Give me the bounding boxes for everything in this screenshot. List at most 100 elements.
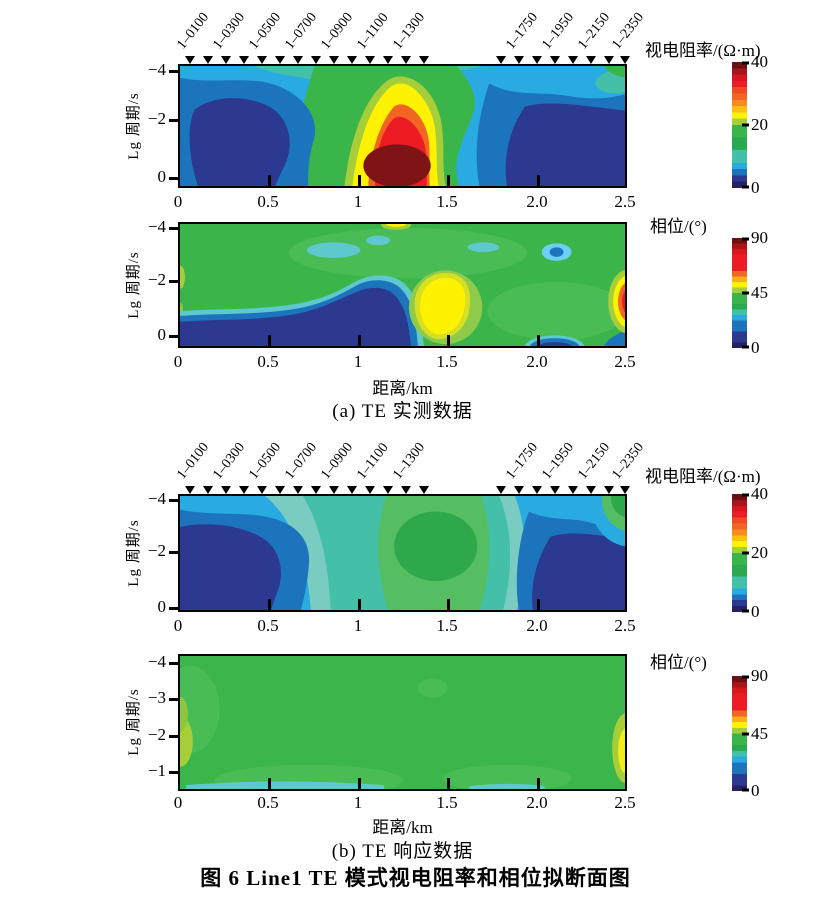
- x-tick-label: 2.0: [526, 793, 548, 812]
- contour-measured-resistivity: [180, 66, 625, 186]
- station-label: 1–1300: [390, 440, 429, 483]
- station-marker-icon: [221, 486, 231, 494]
- station-label: 1–1750: [503, 440, 542, 483]
- y-tick-mark: [169, 177, 180, 180]
- colorbar-tick-label: 0: [751, 338, 760, 357]
- colorbar-tick-mark: [742, 123, 749, 127]
- y-tick-label: 0: [157, 597, 167, 616]
- y-tick-mark: [169, 119, 180, 122]
- x-ticks-b2: 0 0.5 1 1.5 2.0 2.5: [174, 793, 636, 813]
- colorbar-tick-mark: [742, 237, 749, 241]
- station-marker-icon: [221, 56, 231, 64]
- station-row-response: 1–0100 1–0300 1–0500 1–0700 1–0900 1–1100 1–13…: [174, 430, 647, 494]
- station-marker-icon: [365, 56, 375, 64]
- colorbar-phase-a: 90 45 0: [732, 228, 768, 357]
- station-marker-icon: [185, 56, 195, 64]
- station-label: 1–0300: [210, 10, 249, 53]
- x-tick-mark: [268, 175, 271, 186]
- x-tick-label: 1: [353, 192, 363, 211]
- y-tick-mark: [169, 607, 180, 610]
- x-tick-label: 0.5: [257, 793, 279, 812]
- colorbar-tick-label: 40: [751, 484, 768, 503]
- contour-response-resistivity: [180, 496, 625, 610]
- station-label: 1–0500: [246, 440, 285, 483]
- station-marker-icon: [329, 56, 339, 64]
- x-tick-label: 1: [353, 793, 363, 812]
- station-marker-icon: [275, 56, 285, 64]
- y-tick-label: −2: [147, 541, 166, 560]
- colorbar-tick-mark: [742, 493, 749, 497]
- y-tick-mark: [169, 70, 180, 73]
- station-marker-icon: [293, 56, 303, 64]
- y-tick-label: −2: [147, 109, 166, 128]
- colorbar-tick-label: 0: [751, 602, 760, 621]
- station-label: 1–2150: [575, 10, 614, 53]
- station-marker-icon: [257, 56, 267, 64]
- station-label: 1–1100: [354, 440, 392, 483]
- high-phase-right-edge: [622, 290, 625, 313]
- station-label: 1–1100: [354, 10, 392, 53]
- panel-measured-resistivity: −4 −2 0: [148, 60, 627, 188]
- station-marker-icon: [496, 486, 506, 494]
- caption-a: (a) TE 实测数据: [332, 401, 473, 422]
- panel-response-phase: −4 −3 −2 −1: [148, 652, 627, 791]
- station-marker-icon: [203, 56, 213, 64]
- x-tick-label: 2.0: [526, 616, 548, 635]
- low-phase-band: [180, 287, 411, 346]
- colorbar-title-phase-a: 相位/(°): [650, 217, 707, 236]
- station-label: 1–0100: [174, 10, 213, 53]
- colorbar-tick-mark: [742, 788, 749, 792]
- x-tick-label: 0: [173, 793, 183, 812]
- colorbar-tick-mark: [742, 551, 749, 555]
- station-marker-icon: [257, 486, 267, 494]
- x-tick-label: 1.5: [436, 352, 458, 371]
- y-tick-mark: [169, 735, 180, 738]
- x-tick-label: 0.5: [257, 192, 279, 211]
- colorbar-tick-label: 20: [751, 115, 768, 134]
- colorbar-tick-mark: [742, 291, 749, 295]
- colorbar-title-resistivity-a: 视电阻率/(Ω·m): [645, 41, 761, 60]
- station-marker-icon: [311, 486, 321, 494]
- x-tick-mark: [537, 599, 540, 610]
- station-marker-icon: [203, 486, 213, 494]
- station-marker-icon: [568, 56, 578, 64]
- x-tick-label: 2.0: [526, 192, 548, 211]
- caption-b: (b) TE 响应数据: [331, 841, 474, 862]
- y-axis-label: Lg 周期/s: [126, 251, 142, 319]
- x-ticks-b1: 0 0.5 1 1.5 2.0 2.5: [174, 616, 636, 636]
- y-tick-mark: [169, 335, 180, 338]
- low-resistivity-left: [180, 524, 282, 610]
- station-marker-icon: [568, 486, 578, 494]
- station-marker-icon: [620, 56, 630, 64]
- x-tick-label: 0: [173, 192, 183, 211]
- x-tick-mark: [447, 175, 450, 186]
- y-tick-mark: [169, 499, 180, 502]
- colorbar-tick-label: 90: [751, 666, 768, 685]
- station-label: 1–0700: [282, 10, 321, 53]
- y-tick-label: −4: [147, 217, 166, 236]
- low-resistivity-left: [189, 98, 290, 186]
- x-tick-mark: [358, 599, 361, 610]
- station-label: 1–0500: [246, 10, 285, 53]
- station-marker-icon: [496, 56, 506, 64]
- colorbar-resistivity-b: 40 20 0: [732, 484, 768, 621]
- colorbar-tick-mark: [742, 61, 749, 65]
- x-tick-mark: [537, 778, 540, 789]
- x-tick-mark: [447, 778, 450, 789]
- y-tick-mark: [169, 227, 180, 230]
- x-axis-label-a: 距离/km: [372, 379, 433, 398]
- x-tick-mark: [447, 335, 450, 346]
- y-axis-label: Lg 周期/s: [126, 92, 142, 160]
- colorbar-tick-label: 90: [751, 228, 768, 247]
- station-marker-icon: [383, 56, 393, 64]
- station-marker-icon: [532, 486, 542, 494]
- station-marker-icon: [550, 56, 560, 64]
- x-tick-label: 2.5: [614, 352, 636, 371]
- station-label: 1–1950: [539, 440, 578, 483]
- y-tick-label: 0: [157, 167, 167, 186]
- colorbar-title-resistivity-b: 视电阻率/(Ω·m): [645, 467, 761, 486]
- y-tick-mark: [169, 280, 180, 283]
- y-tick-mark: [169, 698, 180, 701]
- station-marker-icon: [419, 486, 429, 494]
- y-tick-label: −3: [147, 688, 166, 707]
